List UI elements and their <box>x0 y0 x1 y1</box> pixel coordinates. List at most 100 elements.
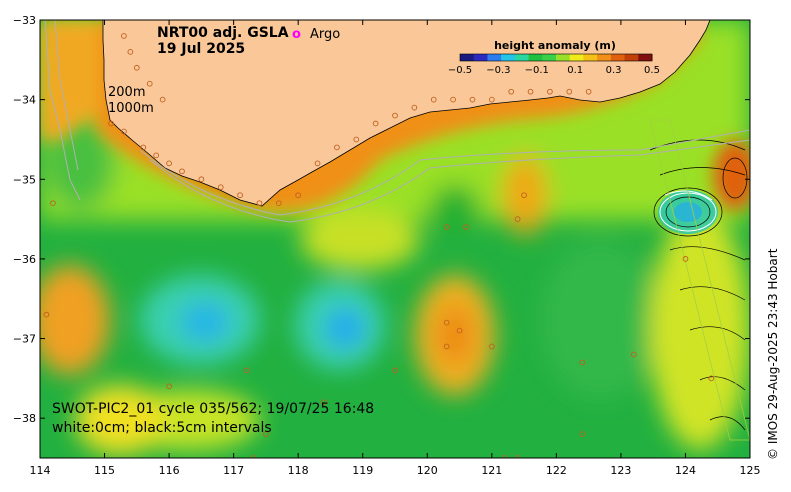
x-tick-label: 114 <box>30 464 51 477</box>
argo-legend-symbol: o <box>292 27 301 42</box>
argo-float-marker <box>237 192 243 199</box>
bathymetry-lines <box>44 20 750 223</box>
argo-float-marker <box>488 96 495 103</box>
argo-float-marker <box>443 224 450 230</box>
argo-float-marker <box>501 455 508 458</box>
argo-float-marker <box>153 152 160 159</box>
argo-float-marker <box>450 96 456 103</box>
colorbar-frame <box>459 53 653 62</box>
colorbar-swatch <box>487 54 502 61</box>
x-tick-label: 124 <box>675 464 696 477</box>
argo-float-marker <box>121 33 127 39</box>
colorbar-swatch <box>460 54 475 61</box>
colorbar-swatch <box>542 54 557 61</box>
depth-label-1000m: 1000m <box>108 101 154 116</box>
argo-float-marker <box>708 375 715 382</box>
plot-frame <box>39 19 751 459</box>
argo-float-marker <box>250 455 256 458</box>
argo-float-marker <box>243 367 250 374</box>
argo-float-marker <box>295 192 302 199</box>
argo-float-marker <box>443 319 450 326</box>
colorbar-swatch <box>473 54 488 61</box>
x-tick-label: 120 <box>417 464 438 477</box>
argo-float-marker <box>127 49 134 55</box>
argo-float-marker <box>166 160 172 167</box>
y-tick-label: −35 <box>13 173 36 186</box>
argo-float-marker <box>275 200 282 207</box>
argo-float-marker <box>179 168 185 175</box>
x-tick-label: 118 <box>288 464 309 477</box>
colorbar-swatch <box>610 54 626 61</box>
argo-float-marker <box>43 311 50 318</box>
argo-float-marker <box>547 88 553 95</box>
argo-float-marker <box>443 343 450 350</box>
argo-float-marker <box>579 431 586 437</box>
colorbar-tick-label: 0.1 <box>567 65 583 76</box>
map-date: 19 Jul 2025 <box>157 41 245 57</box>
argo-float-marker <box>469 96 476 103</box>
argo-float-marker <box>314 160 321 167</box>
argo-float-marker <box>334 144 340 151</box>
argo-float-marker <box>430 96 437 103</box>
argo-float-marker <box>353 136 360 143</box>
argo-legend-label: Argo <box>310 27 340 42</box>
credit-text: © IMOS 29-Aug-2025 23:43 Hobart <box>766 248 780 460</box>
argo-float-marker <box>456 327 463 334</box>
argo-float-marker <box>256 200 263 207</box>
argo-float-marker <box>579 359 586 366</box>
argo-float-marker <box>146 80 153 87</box>
argo-float-marker <box>392 112 398 119</box>
colorbar-swatch <box>638 54 653 61</box>
argo-float-marker <box>527 88 534 95</box>
colorbar-tick-label: −0.5 <box>448 65 472 76</box>
colorbar-swatch <box>514 54 530 61</box>
y-tick-label: −34 <box>13 94 36 107</box>
swot-contours <box>649 139 748 431</box>
argo-float-marker <box>217 184 224 191</box>
argo-float-marker <box>372 120 379 127</box>
colorbar-swatch <box>624 54 639 61</box>
x-tick-label: 116 <box>159 464 180 477</box>
contour-info-line: white:0cm; black:5cm intervals <box>52 420 272 436</box>
swot-info-line: SWOT-PIC2_01 cycle 035/562; 19/07/25 16:… <box>52 401 374 417</box>
x-tick-label: 115 <box>94 464 115 477</box>
colorbar-swatch <box>583 54 598 61</box>
product-title: NRT00 adj. GSLA <box>157 25 289 41</box>
y-axis: −33 −34 −35 −36 −37 −38 <box>13 14 750 425</box>
argo-float-marker <box>140 144 147 151</box>
x-tick-label: 121 <box>481 464 502 477</box>
argo-float-marker <box>198 176 205 183</box>
argo-float-marker <box>521 192 527 199</box>
colorbar-swatch <box>597 54 612 61</box>
argo-float-marker <box>508 88 515 95</box>
x-tick-label: 123 <box>610 464 631 477</box>
colorbar-tick-label: 0.3 <box>606 65 622 76</box>
y-tick-label: −37 <box>13 333 36 346</box>
argo-float-marker <box>392 367 398 374</box>
argo-float-marker <box>166 383 172 390</box>
map-plot-area <box>40 20 750 458</box>
x-axis: 114 115 116 117 118 119 120 121 122 123 124 125 <box>30 20 761 477</box>
argo-float-marker <box>514 455 521 458</box>
argo-float-marker <box>566 88 573 95</box>
colorbar-swatch <box>556 54 571 61</box>
x-tick-label: 117 <box>223 464 244 477</box>
argo-float-marker <box>50 200 56 207</box>
colorbar-tick-label: −0.3 <box>486 65 510 76</box>
x-tick-label: 122 <box>546 464 567 477</box>
argo-floats <box>43 33 715 458</box>
colorbar <box>459 53 653 62</box>
argo-float-marker <box>630 351 637 358</box>
x-tick-label: 119 <box>352 464 373 477</box>
colorbar-tick-label: −0.1 <box>525 65 549 76</box>
y-tick-label: −38 <box>13 412 36 425</box>
colorbar-swatch <box>501 54 516 61</box>
x-tick-label: 125 <box>740 464 761 477</box>
colorbar-swatch <box>528 54 543 61</box>
colorbar-title: height anomaly (m) <box>494 39 616 52</box>
argo-float-marker <box>488 343 495 350</box>
y-tick-label: −33 <box>13 14 36 27</box>
argo-float-marker <box>121 128 127 135</box>
argo-float-marker <box>585 88 592 95</box>
